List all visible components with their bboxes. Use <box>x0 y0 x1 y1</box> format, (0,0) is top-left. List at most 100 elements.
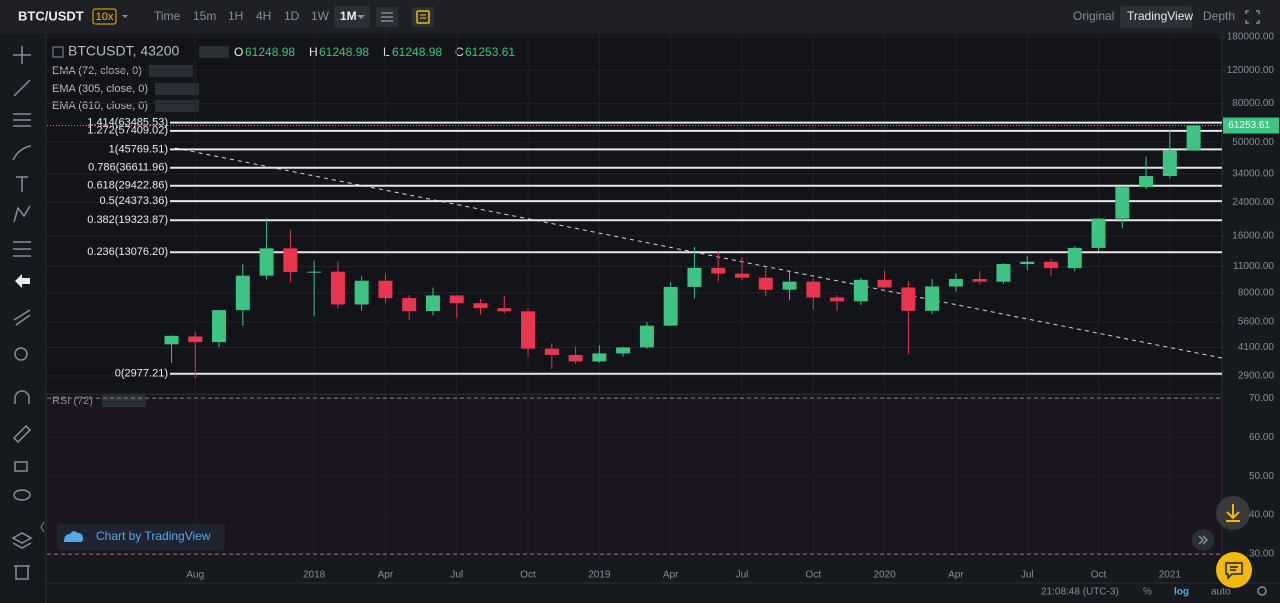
interval[interactable]: 4H <box>256 9 271 23</box>
visibility-tool[interactable] <box>13 489 31 501</box>
legend-buttons[interactable] <box>199 46 229 58</box>
fib-label: 0.786(36611.96) <box>88 162 168 174</box>
back-arrow[interactable] <box>15 274 30 288</box>
view-tab-active[interactable]: TradingView <box>1127 9 1193 23</box>
watermark[interactable]: Chart by TradingView <box>96 529 211 543</box>
pattern-tool[interactable] <box>13 205 31 223</box>
ohlc-value: 61248.98 <box>392 45 442 59</box>
scroll-right-icon <box>1198 535 1209 545</box>
x-tick-label: Aug <box>186 570 204 581</box>
candle-body <box>330 271 345 305</box>
indicator-buttons[interactable] <box>155 100 199 112</box>
crosshair-tool[interactable] <box>13 46 31 64</box>
x-tick-label: Apr <box>378 570 394 581</box>
y-tick-label: 50.00 <box>1249 471 1274 482</box>
collapse-handle[interactable] <box>40 521 45 533</box>
interval[interactable]: 1H <box>228 9 243 23</box>
y-tick-label: 80000.00 <box>1232 98 1274 109</box>
candle-body <box>1043 261 1058 269</box>
rsi-buttons[interactable] <box>102 395 146 407</box>
zoom-tool[interactable] <box>14 347 28 361</box>
candle-body <box>473 303 488 309</box>
interval[interactable]: 1W <box>311 9 330 23</box>
top-bar <box>0 0 1280 34</box>
interval[interactable]: 15m <box>193 9 216 23</box>
delete-tool[interactable] <box>14 565 30 580</box>
last-price-label: 61253.61 <box>1228 120 1270 131</box>
brush-tool[interactable] <box>12 145 32 161</box>
trend-line <box>174 147 1223 359</box>
indicator-buttons[interactable] <box>155 83 199 95</box>
candle-body <box>925 286 940 311</box>
y-tick-label: 5600.00 <box>1238 317 1275 328</box>
dropdown-arrow[interactable] <box>357 15 365 19</box>
x-tick-label: Jul <box>736 570 749 581</box>
candle-body <box>425 295 440 312</box>
text-tool[interactable] <box>16 176 28 192</box>
dropdown-arrow[interactable] <box>122 15 128 18</box>
fullscreen-icon[interactable] <box>1245 10 1260 24</box>
view-tab[interactable]: Depth <box>1203 9 1235 23</box>
indicator-buttons[interactable] <box>149 65 193 77</box>
log-toggle[interactable]: log <box>1174 587 1189 598</box>
y-tick-label: 2900.00 <box>1238 371 1275 382</box>
view-tab[interactable]: Original <box>1073 9 1114 23</box>
leverage[interactable]: 10x <box>96 11 114 23</box>
indicator-button[interactable] <box>412 7 434 27</box>
interval[interactable]: Time <box>154 9 181 23</box>
ohlc-key: H <box>309 45 318 59</box>
x-tick-label: 2019 <box>588 570 611 581</box>
ohlc-key: L <box>383 45 390 59</box>
magnet-tool[interactable] <box>14 390 30 404</box>
settings-gear[interactable] <box>1257 586 1267 596</box>
candle-body <box>806 281 821 298</box>
fib-label: 0.5(24373.36) <box>100 195 169 207</box>
candle-body <box>639 325 654 348</box>
candle-body <box>663 286 678 326</box>
prediction-tool[interactable] <box>13 241 31 257</box>
y-tick-label: 180000.00 <box>1227 32 1275 43</box>
collapse-toggle[interactable] <box>52 46 64 58</box>
leverage-box[interactable] <box>92 8 117 25</box>
percent-toggle[interactable]: % <box>1143 587 1152 598</box>
x-tick-label: 2020 <box>873 570 896 581</box>
indicator-label[interactable]: EMA (610, close, 0) <box>52 100 148 112</box>
candle-body <box>1067 247 1082 269</box>
symbol[interactable]: BTC/USDT <box>18 8 84 23</box>
candle-body <box>1162 150 1177 177</box>
candle-body <box>1020 261 1035 265</box>
candle-body <box>901 287 916 311</box>
indicator-label[interactable]: EMA (72, close, 0) <box>52 65 142 77</box>
rsi-pane <box>47 395 1222 560</box>
candle-body <box>521 311 536 349</box>
x-tick-label: Oct <box>806 570 822 581</box>
x-tick-label: Apr <box>663 570 679 581</box>
candle-body <box>497 308 512 312</box>
candle-body <box>853 279 868 302</box>
interval-active[interactable]: 1M <box>340 9 357 23</box>
candle-body <box>354 280 369 305</box>
x-tick-label: 2021 <box>1159 570 1182 581</box>
indicator-icon <box>416 10 430 24</box>
price-pane <box>47 35 1222 393</box>
ruler-tool[interactable] <box>13 309 31 326</box>
watermark-bg[interactable] <box>57 524 225 550</box>
fib-tool[interactable] <box>13 113 31 127</box>
ohlc-value: 61248.98 <box>245 45 295 59</box>
interval[interactable]: 1D <box>284 9 300 23</box>
y-tick-label: 11000.00 <box>1233 261 1274 272</box>
indicator-label[interactable]: EMA (305, close, 0) <box>52 83 148 95</box>
fib-label: 1(45769.51) <box>109 143 168 155</box>
x-tick-label: Oct <box>520 570 536 581</box>
auto-toggle[interactable]: auto <box>1211 587 1231 598</box>
lock-drawing-tool[interactable] <box>12 424 32 444</box>
line-tool[interactable] <box>13 79 31 97</box>
lock-tool[interactable] <box>14 461 28 472</box>
candle-body <box>283 248 298 272</box>
plot: 1.414(63485.53)1.272(57409.02)1(45769.51… <box>47 116 1222 380</box>
y-tick-label: 70.00 <box>1249 393 1274 404</box>
y-tick-label: 34000.00 <box>1232 168 1274 179</box>
fib-label: 1.272(57409.02) <box>87 125 168 137</box>
rsi-title: RSI (72) <box>52 395 93 407</box>
layers-tool[interactable] <box>11 532 33 549</box>
